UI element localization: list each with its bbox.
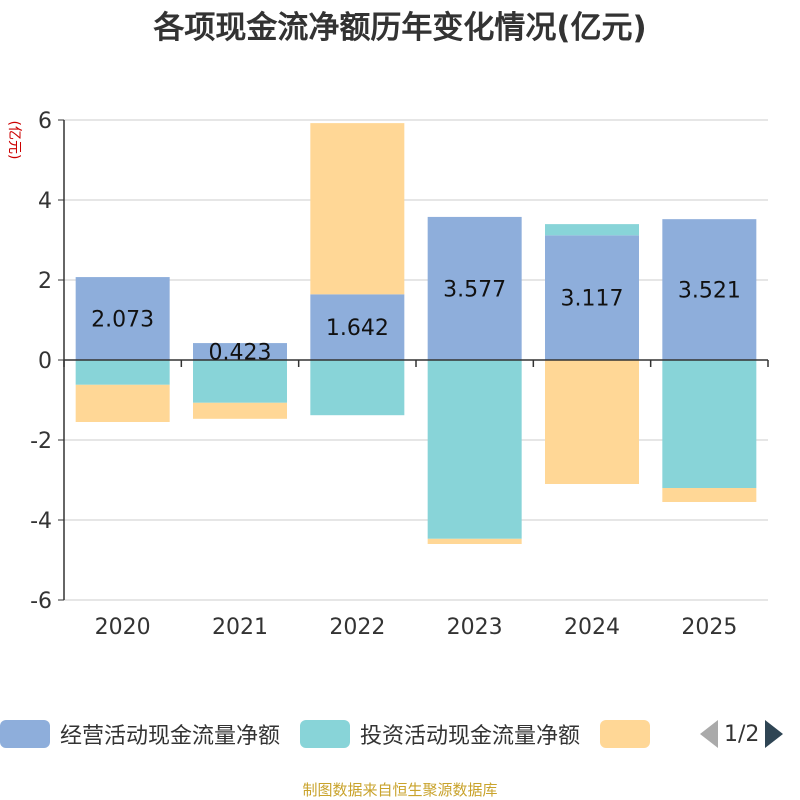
x-tick-label-2020: 2020 bbox=[95, 615, 151, 640]
bar-chart: 6 4 2 0 -2 -4 -6 2.073 2020 0.423 2021 1.642 2022 3.5… bbox=[6, 109, 769, 640]
legend-item-operating[interactable]: 经营活动现金流量净额 bbox=[0, 718, 280, 750]
legend-label-operating: 经营活动现金流量净额 bbox=[60, 724, 281, 749]
chart-title: 各项现金流净额历年变化情况(亿元) bbox=[153, 10, 647, 46]
source-note: 制图数据来自恒生聚源数据库 bbox=[302, 781, 498, 799]
axes bbox=[58, 119, 769, 601]
bar-2025-series-1 bbox=[662, 360, 757, 488]
legend-swatch-investing bbox=[300, 720, 351, 748]
x-tick-label-2025: 2025 bbox=[681, 615, 737, 640]
legend-next-page-icon[interactable] bbox=[765, 720, 784, 748]
legend-page-indicator: 1/2 bbox=[724, 721, 760, 747]
data-label-2021: 0.423 bbox=[209, 341, 272, 366]
bar-2023-series-2 bbox=[427, 538, 522, 544]
x-tick-label-2021: 2021 bbox=[212, 615, 268, 640]
bar-2020-series-0 bbox=[75, 277, 170, 360]
data-label-2022: 1.642 bbox=[326, 316, 389, 341]
y-tick-label: -2 bbox=[30, 429, 52, 454]
bar-2021-series-1 bbox=[193, 360, 287, 403]
legend-swatch-third bbox=[600, 720, 651, 748]
legend-item-investing[interactable]: 投资活动现金流量净额 bbox=[300, 718, 580, 750]
bars bbox=[75, 123, 757, 544]
bar-2023-series-1 bbox=[427, 360, 522, 539]
bar-2025-series-2 bbox=[662, 488, 757, 502]
bar-2020-series-1 bbox=[75, 360, 170, 385]
legend-swatch-operating bbox=[0, 720, 50, 748]
bar-2021-series-0 bbox=[193, 343, 287, 360]
x-tick-label-2024: 2024 bbox=[564, 615, 620, 640]
bar-2025-series-0 bbox=[662, 219, 757, 360]
bar-2022-series-2 bbox=[310, 123, 405, 295]
bar-2024-series-0 bbox=[545, 235, 639, 360]
bar-2022-series-0 bbox=[310, 294, 405, 360]
x-tick-label-2023: 2023 bbox=[447, 615, 503, 640]
y-tick-label: 6 bbox=[38, 109, 52, 134]
labels: 6 4 2 0 -2 -4 -6 2.073 2020 0.423 2021 1.642 2022 3.5… bbox=[30, 109, 741, 640]
bar-2024-series-2 bbox=[545, 360, 639, 484]
data-label-2024: 3.117 bbox=[561, 287, 624, 312]
y-tick-label: 0 bbox=[38, 349, 52, 374]
y-tick-label: 4 bbox=[38, 189, 52, 214]
y-tick-label: -4 bbox=[30, 509, 52, 534]
bar-2022-series-1 bbox=[310, 360, 405, 416]
data-label-2020: 2.073 bbox=[91, 308, 154, 333]
x-tick-label-2022: 2022 bbox=[329, 615, 385, 640]
legend-prev-page-icon[interactable] bbox=[700, 720, 718, 748]
data-label-2023: 3.577 bbox=[443, 277, 506, 302]
data-label-2025: 3.521 bbox=[678, 279, 741, 304]
y-tick-label: 2 bbox=[38, 269, 52, 294]
y-axis-unit-label: (亿元) bbox=[6, 121, 22, 160]
bar-2021-series-2 bbox=[193, 402, 287, 419]
legend-label-investing: 投资活动现金流量净额 bbox=[360, 724, 581, 749]
bar-2020-series-2 bbox=[75, 384, 170, 422]
legend: 经营活动现金流量净额 投资活动现金流量净额 bbox=[0, 717, 680, 751]
bar-2024-series-1 bbox=[545, 224, 639, 236]
legend-item-third[interactable] bbox=[600, 720, 660, 748]
legend-pager: 1/2 bbox=[700, 717, 784, 751]
bar-2023-series-0 bbox=[427, 216, 522, 360]
y-tick-label: -6 bbox=[30, 589, 52, 614]
